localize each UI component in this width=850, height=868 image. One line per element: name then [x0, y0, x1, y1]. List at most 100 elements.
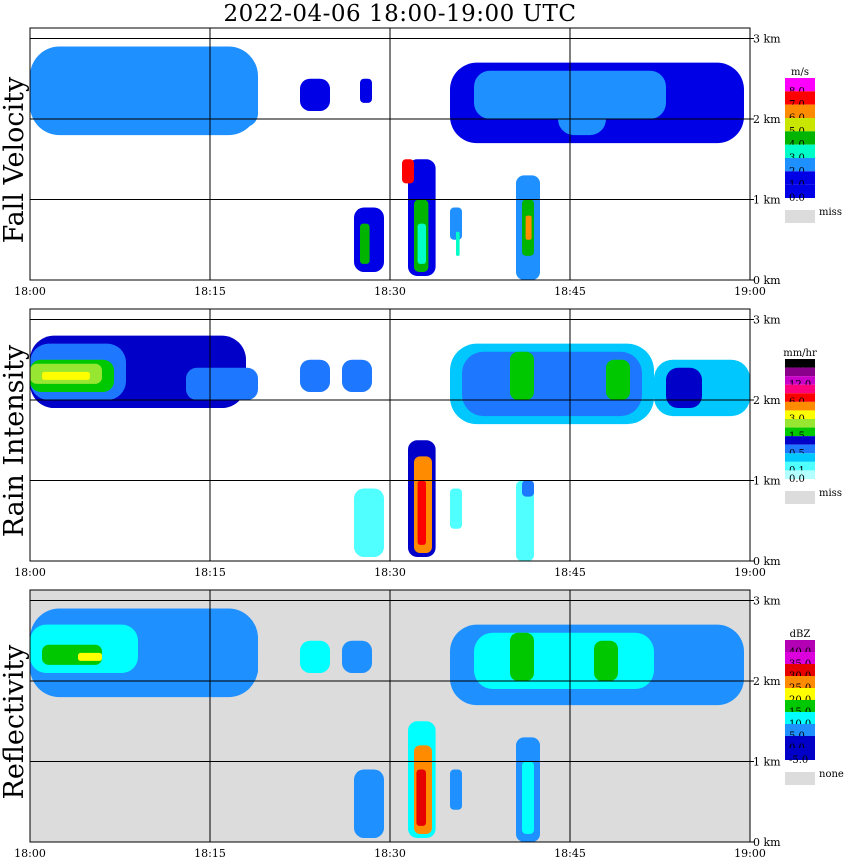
colorbar-swatch — [785, 184, 815, 198]
time-tick-label: 19:00 — [734, 566, 766, 579]
time-tick-label: 19:00 — [734, 847, 766, 860]
echo-region — [342, 359, 372, 392]
colorbar-swatch — [785, 410, 815, 419]
echo-region — [354, 769, 384, 838]
echo-region — [417, 480, 426, 545]
colorbar-swatch — [785, 640, 815, 652]
echo-region — [360, 223, 370, 264]
time-tick-label: 18:45 — [554, 566, 586, 579]
echo-region — [416, 769, 426, 826]
colorbar-swatch — [785, 171, 815, 185]
echo-region — [594, 640, 618, 681]
echo-region — [78, 652, 102, 661]
colorbar-swatch — [785, 652, 815, 664]
colorbar-missing-swatch — [785, 491, 815, 504]
height-tick-label: 0 km — [753, 274, 781, 287]
height-tick-label: 3 km — [753, 33, 781, 46]
colorbar-swatch — [785, 376, 815, 385]
colorbar-swatch — [785, 104, 815, 118]
echo-region — [186, 86, 258, 128]
colorbar-swatch — [785, 461, 815, 471]
echo-region — [300, 359, 330, 392]
colorbar-swatch — [785, 158, 815, 172]
echo-region — [606, 359, 630, 400]
colorbar-missing-swatch — [785, 210, 815, 223]
colorbar-swatch — [785, 436, 815, 445]
echo-region — [558, 78, 606, 136]
colorbar-swatch — [785, 664, 815, 676]
echo-region — [456, 231, 460, 256]
echo-region — [186, 367, 258, 400]
panel-reflectivity: 0 km 1 km 2 km 3 km 18:00 18:15 18:30 18:45 19:0… — [14, 589, 844, 860]
echo-region — [42, 371, 90, 380]
colorbar-missing-label: none — [819, 769, 844, 780]
echo-region — [402, 159, 414, 184]
colorbar-swatch — [785, 748, 815, 760]
echo-region — [522, 761, 534, 834]
colorbar-swatch — [785, 118, 815, 132]
plot-frame — [29, 308, 751, 562]
colorbar-swatch — [785, 736, 815, 748]
colorbar-swatch — [785, 367, 815, 377]
time-tick-label: 18:30 — [374, 285, 406, 298]
colorbar-swatch — [785, 419, 815, 428]
echo-region — [300, 78, 330, 111]
colorbar-swatch — [785, 131, 815, 145]
colorbar-unit: m/s — [791, 67, 809, 78]
colorbar-label: -5.0 — [789, 755, 808, 766]
height-tick-label: 2 km — [753, 675, 781, 688]
panel-rain-intensity: 0 km 1 km 2 km 3 km 18:00 18:15 18:30 18:45 19:0… — [14, 308, 842, 579]
time-tick-label: 18:15 — [194, 285, 226, 298]
height-tick-label: 0 km — [753, 836, 781, 849]
height-tick-label: 2 km — [753, 113, 781, 126]
echo-region — [300, 640, 330, 673]
height-tick-label: 1 km — [753, 756, 781, 769]
colorbar-swatch — [785, 688, 815, 700]
echo-region — [510, 351, 534, 400]
time-tick-label: 18:15 — [194, 566, 226, 579]
time-tick-label: 18:30 — [374, 847, 406, 860]
time-tick-label: 18:00 — [14, 285, 46, 298]
time-tick-label: 18:15 — [194, 847, 226, 860]
time-tick-label: 18:45 — [554, 847, 586, 860]
colorbar-swatch — [785, 393, 815, 402]
echo-region — [450, 488, 462, 529]
colorbar-swatch — [785, 453, 815, 462]
echo-region — [54, 54, 150, 103]
colorbar-swatch — [785, 712, 815, 724]
echo-region — [525, 215, 532, 240]
colorbar-label: 0.0 — [789, 193, 805, 204]
colorbar-missing-label: miss — [819, 488, 842, 499]
echo-region — [522, 480, 534, 497]
plot-frame — [29, 27, 751, 281]
echo-region — [186, 648, 258, 681]
time-tick-label: 18:30 — [374, 566, 406, 579]
echo-region — [450, 769, 462, 810]
echo-region — [666, 367, 702, 409]
colorbar-swatch — [785, 724, 815, 736]
colorbar-swatch — [785, 91, 815, 105]
height-tick-label: 3 km — [753, 314, 781, 327]
echo-region — [354, 488, 384, 557]
time-tick-label: 18:45 — [554, 285, 586, 298]
height-tick-label: 2 km — [753, 394, 781, 407]
echo-region — [342, 640, 372, 673]
colorbar-swatch — [785, 700, 815, 712]
colorbar-swatch — [785, 427, 815, 437]
colorbar-swatch — [785, 359, 815, 368]
colorbar-swatch — [785, 676, 815, 688]
colorbar-missing-label: miss — [819, 207, 842, 218]
time-tick-label: 18:00 — [14, 847, 46, 860]
time-tick-label: 18:00 — [14, 566, 46, 579]
colorbar-swatch — [785, 384, 815, 394]
panel-fall-velocity: 0 km 1 km 2 km 3 km 18:00 18:15 18:30 18:45 19:0… — [14, 27, 842, 298]
colorbar-unit: dBZ — [790, 629, 811, 640]
height-tick-label: 1 km — [753, 194, 781, 207]
height-tick-label: 0 km — [753, 555, 781, 568]
colorbar-swatch — [785, 78, 815, 92]
echo-region — [510, 632, 534, 681]
colorbar-missing-swatch — [785, 772, 815, 785]
colorbar-swatch — [785, 144, 815, 158]
colorbar-label: 0.0 — [789, 474, 805, 485]
